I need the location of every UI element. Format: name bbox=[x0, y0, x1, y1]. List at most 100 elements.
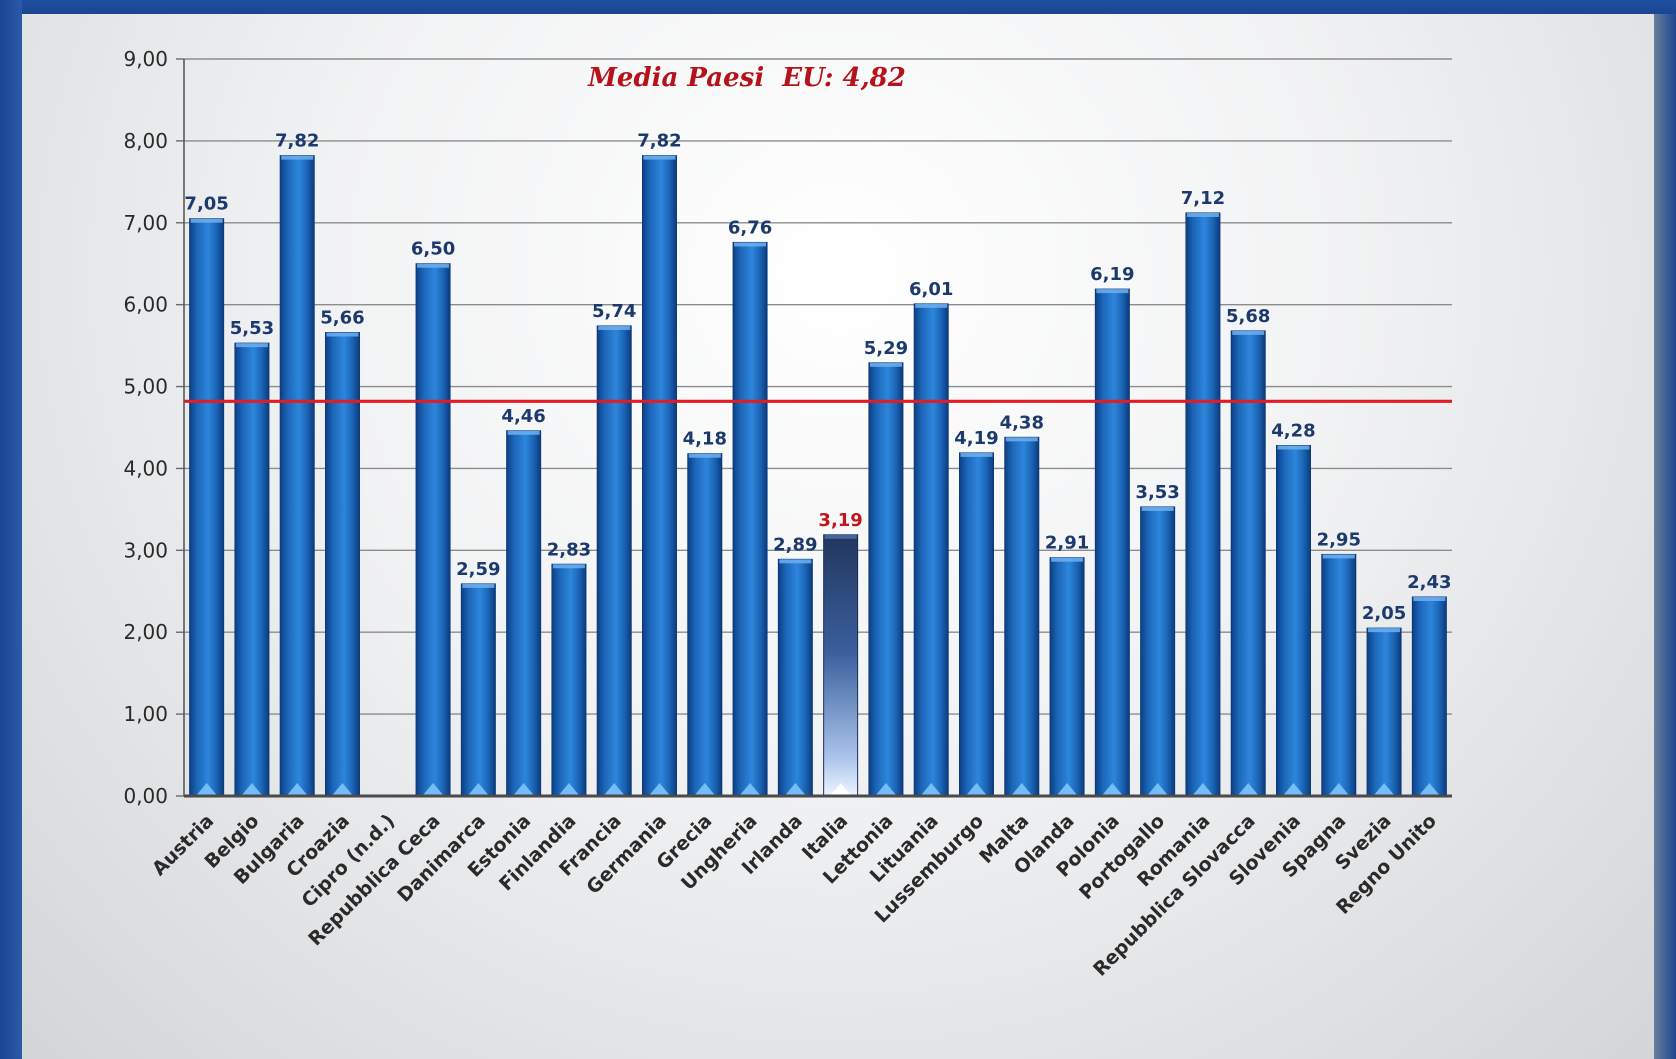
bar-repubblica-ceca bbox=[415, 263, 451, 797]
y-tick-label: 5,00 bbox=[123, 375, 168, 399]
data-label: 6,19 bbox=[1090, 264, 1134, 285]
bar-base-marker bbox=[1419, 783, 1440, 795]
bar-base-marker bbox=[513, 783, 534, 795]
bar-base-marker bbox=[875, 783, 896, 795]
data-label: 2,59 bbox=[456, 559, 500, 580]
bar-portogallo bbox=[1140, 506, 1176, 797]
data-label: 2,95 bbox=[1317, 529, 1361, 550]
bar-base-marker bbox=[558, 783, 579, 795]
data-label: 2,43 bbox=[1407, 572, 1451, 593]
bar-top-bevel bbox=[1322, 554, 1355, 559]
y-tick-label: 2,00 bbox=[123, 620, 168, 644]
bar-top-bevel bbox=[1051, 557, 1084, 562]
bar-base-marker bbox=[921, 783, 942, 795]
data-label: 7,12 bbox=[1181, 188, 1225, 209]
bar-regno-unito bbox=[1411, 596, 1447, 797]
bar-bulgaria bbox=[279, 155, 315, 797]
bar-top-bevel bbox=[598, 325, 631, 330]
bar-top-bevel bbox=[1005, 437, 1038, 442]
bar-germania bbox=[642, 155, 677, 797]
bar-base-marker bbox=[1238, 783, 1259, 795]
bar-top-bevel bbox=[824, 534, 857, 539]
bar-base-marker bbox=[1328, 783, 1349, 795]
axes bbox=[183, 59, 1452, 798]
bar-croazia bbox=[325, 332, 360, 797]
data-label: 2,89 bbox=[773, 534, 817, 555]
data-label: 2,05 bbox=[1362, 603, 1406, 624]
average-label: Media Paesi EU: 4,82 bbox=[587, 63, 906, 93]
bars bbox=[189, 155, 1447, 797]
bar-top-bevel bbox=[960, 452, 993, 457]
bar-irlanda bbox=[777, 558, 813, 797]
right-border-band bbox=[1654, 14, 1676, 1059]
bar-top-bevel bbox=[235, 343, 268, 348]
bar-base-marker bbox=[830, 783, 851, 795]
bar-base-marker bbox=[1147, 783, 1168, 795]
bar-base-marker bbox=[1374, 783, 1395, 795]
data-label: 7,05 bbox=[184, 194, 228, 215]
data-label: 5,53 bbox=[230, 318, 274, 339]
gridlines bbox=[176, 58, 1452, 797]
bar-base-marker bbox=[694, 783, 715, 795]
bar-top-bevel bbox=[1277, 445, 1310, 450]
bar-italia bbox=[823, 534, 859, 797]
y-tick-label: 0,00 bbox=[123, 784, 168, 808]
data-label: 6,01 bbox=[909, 279, 953, 300]
bar-top-bevel bbox=[190, 218, 223, 223]
y-tick-label: 8,00 bbox=[123, 129, 168, 153]
y-tick-label: 3,00 bbox=[123, 538, 168, 562]
bar-top-bevel bbox=[1413, 597, 1446, 602]
bar-top-bevel bbox=[688, 453, 721, 458]
y-tick-label: 6,00 bbox=[123, 293, 168, 317]
bar-top-bevel bbox=[507, 430, 540, 435]
y-tick-label: 7,00 bbox=[123, 211, 168, 235]
bar-ungheria bbox=[732, 241, 768, 797]
data-label: 5,68 bbox=[1226, 306, 1270, 327]
bar-top-bevel bbox=[643, 155, 676, 160]
bar-slovenia bbox=[1276, 445, 1311, 797]
bar-spagna bbox=[1321, 553, 1357, 797]
bar-top-bevel bbox=[1096, 289, 1129, 294]
bar-base-marker bbox=[423, 783, 444, 795]
bar-base-marker bbox=[196, 783, 217, 795]
y-tick-label: 4,00 bbox=[123, 456, 168, 480]
data-label: 2,91 bbox=[1045, 533, 1089, 554]
left-border-band bbox=[0, 0, 22, 1059]
average-line-group: Media Paesi EU: 4,82 bbox=[184, 63, 1452, 403]
bar-olanda bbox=[1049, 557, 1085, 797]
bar-svezia bbox=[1366, 627, 1402, 797]
bar-danimarca bbox=[460, 583, 496, 797]
bar-base-marker bbox=[1192, 783, 1213, 795]
bar-base-marker bbox=[1011, 783, 1032, 795]
data-label: 4,38 bbox=[1000, 412, 1044, 433]
chart-panel: 0,00 1,00 2,00 3,00 4,00 5,00 6,00 7,00 8,00 9,00… bbox=[22, 14, 1654, 1059]
bar-francia bbox=[596, 325, 632, 797]
bar-top-bevel bbox=[1186, 212, 1219, 217]
bar-base-marker bbox=[287, 783, 308, 795]
bar-base-marker bbox=[1102, 783, 1123, 795]
data-label: 4,28 bbox=[1271, 421, 1315, 442]
bar-malta bbox=[1004, 436, 1040, 797]
bar-top-bevel bbox=[417, 263, 450, 268]
bar-base-marker bbox=[966, 783, 987, 795]
data-label: 5,66 bbox=[320, 308, 364, 329]
bar-base-marker bbox=[740, 783, 761, 795]
data-label: 6,76 bbox=[728, 217, 772, 238]
bar-top-bevel bbox=[734, 242, 767, 247]
bar-base-marker bbox=[1057, 783, 1078, 795]
y-tick-label: 9,00 bbox=[123, 47, 168, 71]
bar-top-bevel bbox=[1232, 330, 1265, 335]
data-label: 6,50 bbox=[411, 239, 455, 260]
bar-base-marker bbox=[649, 783, 670, 795]
data-label: 4,19 bbox=[954, 428, 998, 449]
bar-lettonia bbox=[868, 362, 904, 797]
bar-top-bevel bbox=[869, 362, 902, 367]
x-category-label: Austria bbox=[148, 810, 218, 880]
data-labels: 7,05 5,53 7,82 5,66 6,50 2,59 4,46 2,83 5,74 7,82… bbox=[184, 131, 1451, 624]
data-label: 7,82 bbox=[637, 131, 681, 152]
bar-top-bevel bbox=[915, 303, 948, 308]
data-label: 3,53 bbox=[1135, 482, 1179, 503]
y-axis-tick-labels: 0,00 1,00 2,00 3,00 4,00 5,00 6,00 7,00 8,00 9,00 bbox=[123, 47, 168, 808]
bar-romania bbox=[1185, 212, 1221, 797]
